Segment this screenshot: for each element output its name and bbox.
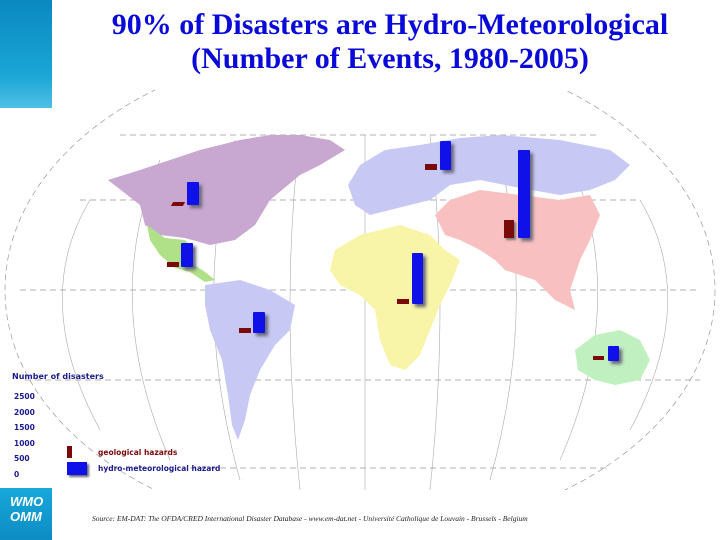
bar-hydro-south-america — [253, 312, 265, 333]
legend-tick: 2000 — [14, 408, 35, 417]
north-america-region — [108, 135, 345, 245]
legend-item-hydro: hydro-meteorological hazard — [98, 464, 221, 473]
bar-geological-africa — [397, 299, 409, 304]
header-accent-strip — [0, 0, 52, 108]
bar-hydro-asia — [518, 150, 530, 238]
chart-title: 90% of Disasters are Hydro-Meteorologica… — [60, 8, 720, 76]
bar-geological-central-america — [167, 262, 179, 267]
legend-tick: 1500 — [14, 423, 35, 432]
europe-russia-region — [348, 135, 630, 215]
bar-geological-asia — [504, 220, 514, 238]
title-line-1: 90% of Disasters are Hydro-Meteorologica… — [111, 8, 669, 41]
bar-geological-south-america — [239, 328, 251, 333]
asia-region — [435, 190, 600, 310]
wmo-logo: WMO OMM — [0, 488, 52, 540]
legend-tick: 500 — [14, 454, 30, 463]
africa-region — [330, 225, 460, 370]
south-america-region — [205, 280, 295, 440]
geological-swatch-icon — [67, 446, 72, 458]
legend-tick: 0 — [14, 470, 20, 479]
bar-hydro-oceania — [608, 346, 619, 361]
bar-hydro-central-america — [181, 243, 193, 267]
bar-hydro-europe — [440, 141, 451, 170]
legend-title: Number of disasters — [12, 372, 104, 381]
bar-geological-oceania — [593, 356, 604, 360]
world-map — [4, 90, 716, 490]
legend-tick: 2500 — [14, 392, 35, 401]
logo-line-2: OMM — [10, 509, 42, 524]
bar-hydro-north-america — [187, 182, 199, 205]
bar-hydro-africa — [412, 253, 423, 304]
legend-item-geological: geological hazards — [98, 448, 178, 457]
legend-tick: 1000 — [14, 439, 35, 448]
title-line-2: (Number of Events, 1980-2005) — [191, 42, 589, 75]
bar-geological-europe — [425, 164, 437, 170]
hydro-swatch-icon — [67, 462, 87, 475]
chart-legend: Number of disasters 2500 2000 1500 1000 … — [10, 372, 240, 482]
source-caption: Source: EM-DAT: The OFDA/CRED Internatio… — [92, 514, 528, 523]
bar-geological-north-america — [170, 202, 186, 206]
logo-line-1: WMO — [10, 494, 44, 509]
